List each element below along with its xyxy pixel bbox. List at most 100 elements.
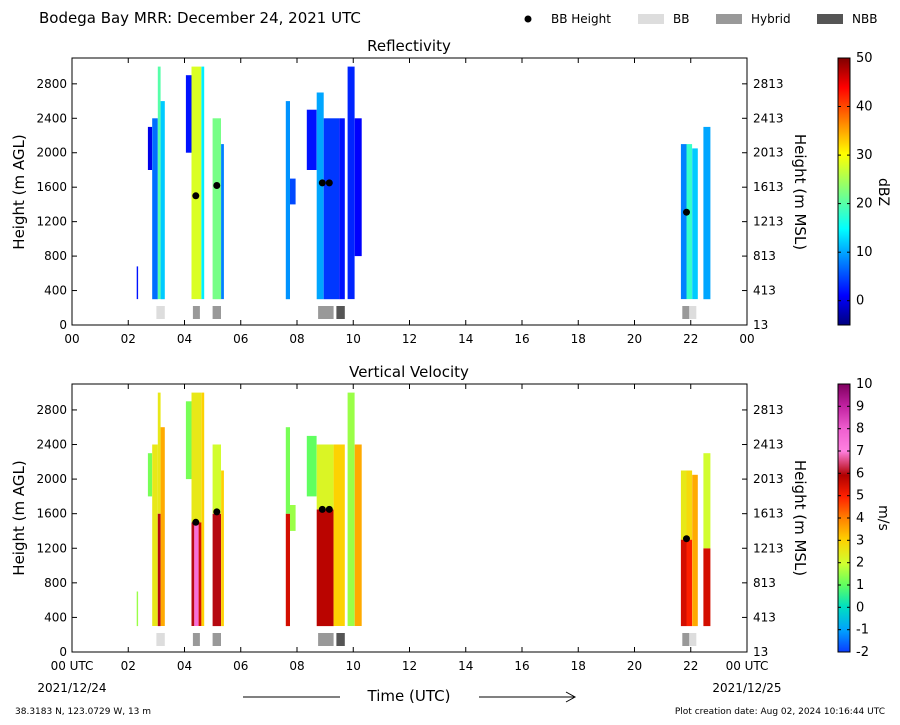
echo-column [703,453,711,549]
colorbar-tick-label: 6 [856,466,864,481]
plot-creation-date: Plot creation date: Aug 02, 2024 10:16:4… [675,707,885,717]
y-tick-label: 2400 [36,111,67,125]
y-tick-label-right: 2013 [753,472,784,486]
y-tick-label: 2400 [36,438,67,452]
x-tick-label: 00 UTC [726,659,769,673]
echo-column [147,453,153,497]
legend-label: BB Height [551,12,611,26]
bb-height-point [192,518,200,526]
colorbar-tick-label: 7 [856,444,864,459]
reflectivity-ylabel: Height (m AGL) [10,134,28,249]
colorbar-tick-label: 9 [856,399,864,414]
x-tick-label: 12 [402,332,417,346]
bb-type-bar [192,633,200,646]
colorbar-tick-label: 3 [856,533,864,548]
echo-column [152,444,158,626]
echo-column [212,118,221,300]
bb-type-bar [336,633,345,646]
bb-type-bar [156,633,165,646]
echo-column [160,101,165,300]
y-tick-label-right: 2413 [753,438,784,452]
echo-column [354,118,362,257]
echo-column [680,144,687,300]
echo-column [354,444,362,626]
echo-column [212,513,221,627]
x-tick-label: 06 [233,659,248,673]
echo-column [703,126,711,300]
bb-type-bar [682,306,690,319]
reflectivity-ylabel-right: Height (m MSL) [791,134,809,250]
bb-type-bar [689,306,697,319]
bb-legend: BB Height BB Hybrid NBB [524,12,877,26]
colorbar-tick-label: 2 [856,556,864,571]
legend-swatch [716,14,742,24]
end-date-label: 2021/12/25 [712,681,781,695]
x-tick-label: 10 [346,332,361,346]
velocity-panel: Vertical Velocity 00 UTC 02 04 06 08 10 12 14 16… [10,363,891,673]
x-tick-label: 00 [739,332,754,346]
x-tick-label: 18 [571,659,586,673]
y-tick-label: 1200 [36,541,67,555]
x-tick-label: 00 [64,332,79,346]
y-tick-label-right: 13 [753,645,768,659]
echo-column [185,75,192,153]
y-tick-label-right: 813 [753,576,776,590]
bb-height-point [213,508,221,516]
echo-column [692,474,698,627]
bb-height-point [318,179,326,187]
echo-column [316,444,334,510]
y-tick-label: 1600 [36,180,67,194]
reflectivity-panel: Reflectivity 00 02 04 06 08 10 12 14 16 18 20 22 000… [10,37,891,346]
bb-type-bar [192,306,200,319]
echo-column [191,522,195,626]
time-axis-label: Time (UTC) [367,687,451,705]
x-tick-label: 00 UTC [51,659,94,673]
legend-label: BB [673,12,689,26]
echo-column [152,118,158,300]
y-tick-label: 2000 [36,472,67,486]
echo-column [692,148,698,300]
x-tick-label: 22 [683,659,698,673]
echo-column [339,118,345,300]
x-tick-label: 10 [346,659,361,673]
echo-column [703,548,711,627]
echo-column [285,427,290,514]
echo-column [157,66,161,300]
colorbar-tick-label: 1 [856,578,864,593]
bb-type-bar [156,306,165,319]
y-tick-label: 2800 [36,403,67,417]
figure-title: Bodega Bay MRR: December 24, 2021 UTC [39,9,361,27]
echo-column [198,522,202,626]
start-date-label: 2021/12/24 [37,681,106,695]
echo-column [194,522,199,626]
legend-label: NBB [852,12,877,26]
reflectivity-title: Reflectivity [367,37,451,55]
y-tick-label: 1200 [36,215,67,229]
y-tick-label-right: 813 [753,249,776,263]
colorbar-tick-label: 0 [856,294,864,309]
colorbar-tick-label: 20 [856,197,873,212]
echo-column [333,444,345,626]
bb-type-bar [336,306,345,319]
x-tick-label: 02 [121,332,136,346]
y-tick-label: 400 [44,610,67,624]
echo-column [136,266,139,300]
colorbar-tick-label: 50 [856,51,873,66]
reflectivity-colorbar [837,57,851,326]
bb-height-point [683,208,690,216]
echo-column [285,101,290,300]
echo-column [347,392,355,626]
y-tick-label: 2800 [36,77,67,91]
echo-column [157,392,161,514]
x-tick-label: 16 [514,332,529,346]
echo-column [136,591,139,627]
y-tick-label: 800 [44,576,67,590]
x-tick-label: 04 [177,659,192,673]
y-tick-label-right: 2413 [753,111,784,125]
y-tick-label: 1600 [36,507,67,521]
echo-column [316,92,324,300]
x-tick-label: 04 [177,332,192,346]
bb-type-bar [689,633,697,646]
x-tick-label: 14 [458,332,473,346]
echo-column [201,392,205,626]
